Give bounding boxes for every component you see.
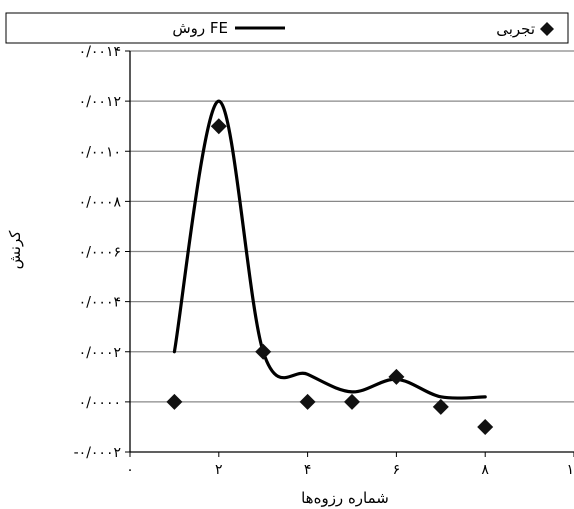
legend-fe-label: روش FE — [172, 19, 228, 37]
x-tick-label: ۲ — [215, 462, 223, 478]
x-tick-label: ۸ — [481, 462, 489, 478]
experimental-point — [210, 118, 227, 135]
experimental-point — [166, 393, 183, 410]
x-tick-label: ۶ — [393, 462, 401, 478]
y-tick-label: ۰/۰۰۰۴ — [79, 295, 121, 311]
experimental-point — [388, 368, 405, 385]
experimental-point — [432, 398, 449, 415]
experimental-point — [299, 393, 316, 410]
fe-series-line — [172, 99, 487, 400]
experimental-point — [255, 343, 272, 360]
x-tick-label: ۰ — [126, 462, 134, 478]
legend-experimental-label: تجربی — [496, 20, 535, 38]
legend-box — [5, 12, 569, 44]
x-tick-label: ۴ — [304, 462, 312, 478]
y-tick-label: ۰/۰۰۰۲ — [79, 345, 121, 361]
y-tick-label: ۰/۰۰۱۲ — [79, 94, 121, 110]
y-axis-title: کرنش — [6, 230, 24, 270]
x-tick-label: ۱۰ — [566, 462, 574, 478]
legend: روش FE تجربی — [5, 12, 569, 44]
y-tick-labels: -۰/۰۰۰۲ ۰/۰۰۰۰ ۰/۰۰۰۲ ۰/۰۰۰۴ ۰/۰۰۰۶ ۰/۰۰۰۸ ۰/۰… — [74, 44, 122, 461]
y-tick-label: ۰/۰۰۱۰ — [79, 144, 121, 160]
x-axis-title: شماره رزوه‌ها — [301, 489, 389, 507]
y-tick-label: ۰/۰۰۱۴ — [79, 44, 121, 60]
x-tick-labels: ۰ ۲ ۴ ۶ ۸ ۱۰ — [126, 462, 574, 478]
legend-diamond-icon — [540, 22, 554, 36]
series — [166, 99, 494, 435]
axes — [125, 50, 574, 457]
grid-lines — [130, 50, 574, 403]
legend-item-experimental: تجربی — [496, 20, 554, 38]
y-tick-label: ۰/۰۰۰۰ — [79, 395, 121, 411]
legend-item-fe: روش FE — [172, 19, 285, 37]
experimental-point — [344, 393, 360, 410]
experimental-point — [477, 418, 494, 435]
y-tick-label: ۰/۰۰۰۸ — [79, 194, 122, 210]
y-tick-label: -۰/۰۰۰۲ — [74, 445, 121, 461]
y-tick-label: ۰/۰۰۰۶ — [79, 245, 121, 261]
